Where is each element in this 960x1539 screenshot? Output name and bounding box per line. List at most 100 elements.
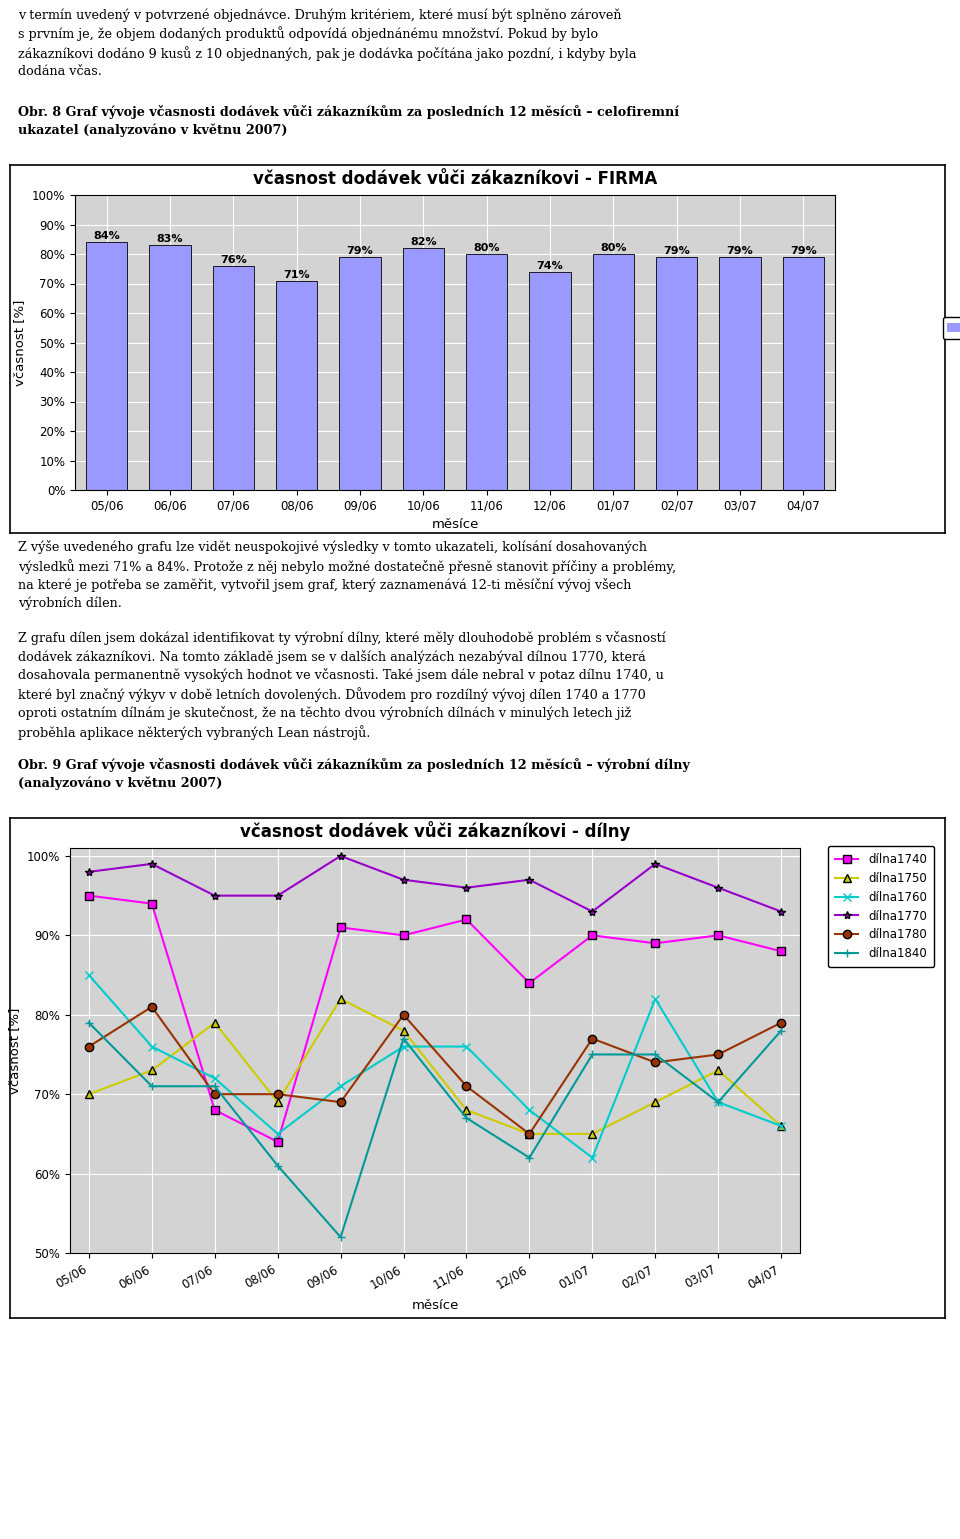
Bar xyxy=(276,280,317,489)
dílna1740 xyxy=(84,886,95,905)
dílna1750 xyxy=(146,1060,157,1079)
Bar xyxy=(592,254,634,489)
Text: 76%: 76% xyxy=(220,255,247,265)
Text: 79%: 79% xyxy=(727,246,754,255)
Line: dílna1750: dílna1750 xyxy=(84,994,785,1137)
dílna1760 xyxy=(587,1148,598,1167)
Y-axis label: včasnost [%]: včasnost [%] xyxy=(9,1008,21,1094)
Bar xyxy=(467,254,507,489)
dílna1840 xyxy=(712,1093,724,1111)
dílna1760 xyxy=(650,990,661,1008)
Bar xyxy=(340,257,380,489)
Bar xyxy=(86,242,128,489)
dílna1740 xyxy=(776,942,787,960)
dílna1740 xyxy=(272,1133,283,1151)
dílna1840 xyxy=(335,1228,347,1247)
Line: dílna1740: dílna1740 xyxy=(84,891,785,1147)
dílna1760 xyxy=(397,1037,409,1056)
Title: včasnost dodávek vůči zákazníkovi - dílny: včasnost dodávek vůči zákazníkovi - díln… xyxy=(240,820,630,840)
Text: 83%: 83% xyxy=(156,234,183,245)
dílna1740 xyxy=(461,910,472,928)
X-axis label: měsíce: měsíce xyxy=(431,519,479,531)
dílna1760 xyxy=(84,966,95,985)
dílna1750 xyxy=(461,1100,472,1119)
dílna1750 xyxy=(397,1022,409,1040)
dílna1780 xyxy=(272,1085,283,1103)
dílna1740 xyxy=(146,894,157,913)
dílna1780 xyxy=(209,1085,221,1103)
Text: 84%: 84% xyxy=(93,231,120,242)
dílna1770 xyxy=(776,902,787,920)
dílna1740 xyxy=(335,919,347,937)
dílna1770 xyxy=(397,871,409,890)
dílna1770 xyxy=(272,886,283,905)
Bar xyxy=(656,257,697,489)
dílna1840 xyxy=(650,1045,661,1063)
dílna1770 xyxy=(523,871,535,890)
dílna1840 xyxy=(776,1022,787,1040)
dílna1750 xyxy=(272,1093,283,1111)
Legend: dílna1740, dílna1750, dílna1760, dílna1770, dílna1780, dílna1840: dílna1740, dílna1750, dílna1760, dílna17… xyxy=(828,846,934,968)
Bar xyxy=(403,248,444,489)
Line: dílna1840: dílna1840 xyxy=(84,1019,785,1242)
Title: včasnost dodávek vůči zákazníkovi - FIRMA: včasnost dodávek vůči zákazníkovi - FIRM… xyxy=(252,169,658,188)
dílna1760 xyxy=(712,1093,724,1111)
Line: dílna1770: dílna1770 xyxy=(84,851,785,916)
dílna1770 xyxy=(84,862,95,880)
dílna1740 xyxy=(523,974,535,993)
Text: 79%: 79% xyxy=(663,246,690,255)
dílna1740 xyxy=(587,926,598,945)
dílna1780 xyxy=(335,1093,347,1111)
dílna1780 xyxy=(712,1045,724,1063)
dílna1740 xyxy=(209,1100,221,1119)
dílna1840 xyxy=(523,1148,535,1167)
dílna1750 xyxy=(335,990,347,1008)
Text: 79%: 79% xyxy=(347,246,373,255)
Text: Z výše uvedeného grafu lze vidět neuspokojivé výsledky v tomto ukazateli, kolísá: Z výše uvedeného grafu lze vidět neuspok… xyxy=(18,540,676,740)
dílna1780 xyxy=(84,1037,95,1056)
dílna1760 xyxy=(146,1037,157,1056)
dílna1770 xyxy=(335,846,347,865)
dílna1840 xyxy=(587,1045,598,1063)
Text: Obr. 8 Graf vývoje včasnosti dodávek vůči zákazníkům za posledních 12 měsíců – c: Obr. 8 Graf vývoje včasnosti dodávek vůč… xyxy=(18,105,679,137)
dílna1770 xyxy=(146,854,157,873)
dílna1770 xyxy=(650,854,661,873)
Text: 82%: 82% xyxy=(410,237,437,248)
dílna1760 xyxy=(272,1125,283,1143)
dílna1840 xyxy=(84,1014,95,1033)
Bar xyxy=(529,272,570,489)
Legend: firma: firma xyxy=(943,317,960,339)
Bar xyxy=(782,257,824,489)
dílna1840 xyxy=(209,1077,221,1096)
dílna1780 xyxy=(461,1077,472,1096)
dílna1770 xyxy=(587,902,598,920)
dílna1740 xyxy=(650,934,661,953)
dílna1760 xyxy=(209,1070,221,1088)
dílna1780 xyxy=(523,1125,535,1143)
Text: 80%: 80% xyxy=(600,243,627,252)
Text: 74%: 74% xyxy=(537,260,564,271)
dílna1840 xyxy=(397,1030,409,1048)
dílna1770 xyxy=(712,879,724,897)
dílna1840 xyxy=(461,1108,472,1127)
Bar xyxy=(150,245,191,489)
Text: Obr. 9 Graf vývoje včasnosti dodávek vůči zákazníkům za posledních 12 měsíců – v: Obr. 9 Graf vývoje včasnosti dodávek vůč… xyxy=(18,759,690,790)
dílna1780 xyxy=(397,1005,409,1023)
X-axis label: měsíce: měsíce xyxy=(411,1299,459,1313)
dílna1780 xyxy=(650,1053,661,1071)
dílna1760 xyxy=(776,1117,787,1136)
dílna1750 xyxy=(776,1117,787,1136)
dílna1750 xyxy=(650,1093,661,1111)
dílna1840 xyxy=(272,1156,283,1174)
dílna1760 xyxy=(523,1100,535,1119)
dílna1770 xyxy=(461,879,472,897)
dílna1740 xyxy=(712,926,724,945)
Text: 71%: 71% xyxy=(283,269,310,280)
Bar xyxy=(719,257,760,489)
Text: 79%: 79% xyxy=(790,246,817,255)
dílna1750 xyxy=(209,1014,221,1033)
dílna1770 xyxy=(209,886,221,905)
dílna1750 xyxy=(523,1125,535,1143)
dílna1780 xyxy=(587,1030,598,1048)
dílna1760 xyxy=(461,1037,472,1056)
